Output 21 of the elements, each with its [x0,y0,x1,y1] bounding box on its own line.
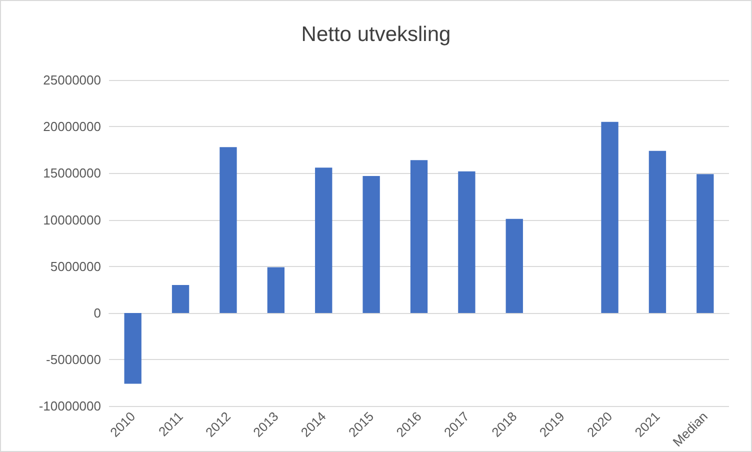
bar [362,176,380,313]
y-tick-label: 20000000 [43,119,101,134]
y-tick-label: -10000000 [38,398,101,414]
y-tick-label: 25000000 [43,72,101,88]
bar [410,160,428,313]
y-tick-label: 5000000 [50,258,101,274]
chart-title: Netto utveksling [301,23,451,46]
bar [315,168,332,313]
bar [648,150,666,313]
y-tick-label: 10000000 [43,212,101,228]
y-tick-label: 15000000 [43,166,101,181]
bar [124,312,142,384]
bar [506,218,523,313]
bar [458,171,476,313]
bar [172,285,190,313]
y-tick-label: 0 [94,305,101,320]
y-tick-label: -5000000 [46,352,101,368]
bar [267,267,285,313]
bar [220,147,237,313]
bar [696,174,714,313]
bar [601,122,618,313]
